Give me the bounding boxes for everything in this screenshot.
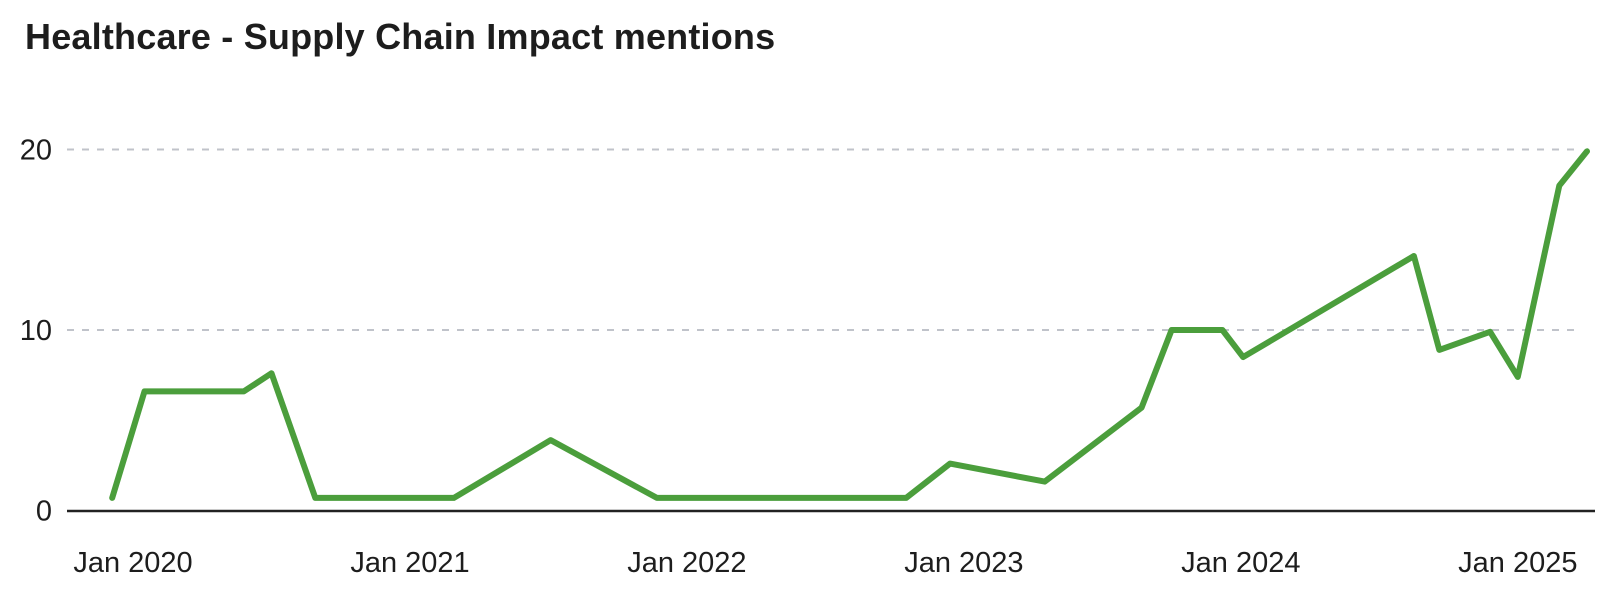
y-tick-label-10: 10 [20, 315, 52, 347]
series-line-supply-chain-impact-mentions [109, 148, 1590, 501]
x-tick-label-jan-2024: Jan 2024 [1181, 547, 1300, 579]
gridlines [67, 148, 1582, 331]
x-tick-label-jan-2020: Jan 2020 [73, 547, 192, 579]
trend-line [109, 148, 1590, 501]
x-tick-label-jan-2023: Jan 2023 [904, 547, 1023, 579]
y-tick-label-20: 20 [20, 135, 52, 167]
y-tick-label-0: 0 [36, 496, 52, 528]
x-tick-label-jan-2022: Jan 2022 [627, 547, 746, 579]
x-tick-label-jan-2021: Jan 2021 [350, 547, 469, 579]
x-tick-label-jan-2025: Jan 2025 [1458, 547, 1577, 579]
x-axis-labels: Jan 2020 Jan 2021 Jan 2022 Jan 2023 Jan 2024… [73, 547, 1577, 579]
chart-title: Healthcare - Supply Chain Impact mention… [25, 16, 776, 57]
y-axis-labels: 0 10 20 [20, 135, 52, 528]
